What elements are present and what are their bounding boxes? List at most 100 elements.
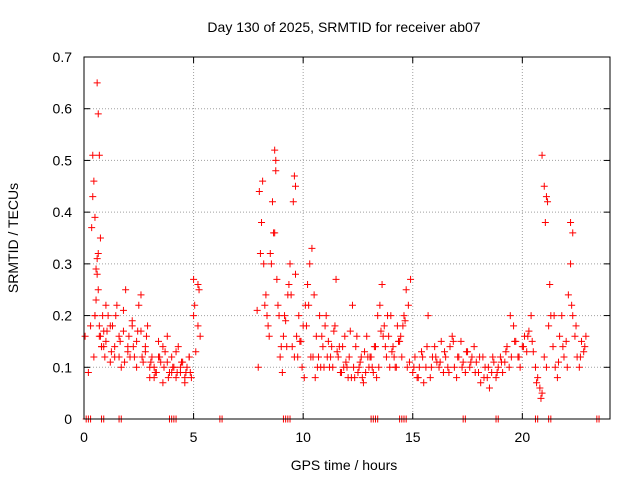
data-point [320, 363, 328, 371]
data-point [122, 286, 130, 294]
data-point [471, 368, 479, 376]
data-point [168, 353, 176, 361]
data-point [492, 374, 500, 382]
data-point [498, 358, 506, 366]
data-point [409, 368, 417, 376]
data-point [305, 301, 313, 309]
data-point [392, 363, 400, 371]
data-point [370, 343, 378, 351]
data-point [258, 218, 266, 226]
data-point [310, 291, 318, 299]
data-point [291, 182, 299, 190]
data-point [453, 374, 461, 382]
y-axis-label: SRMTID / TECUs [5, 183, 21, 293]
data-point [352, 343, 360, 351]
data-point [88, 224, 96, 232]
data-point [536, 384, 544, 392]
data-point [144, 322, 152, 330]
x-tick-label: 15 [405, 429, 421, 445]
data-point [389, 343, 397, 351]
data-point [254, 363, 262, 371]
data-point [306, 260, 314, 268]
data-point [346, 327, 354, 335]
data-point [449, 337, 457, 345]
data-point [134, 327, 142, 335]
data-point [281, 312, 289, 320]
chart-title: Day 130 of 2025, SRMTID for receiver ab0… [207, 19, 480, 35]
data-point [316, 312, 324, 320]
data-point [111, 343, 119, 351]
data-point [379, 332, 387, 340]
data-point [502, 348, 510, 356]
data-point [159, 379, 167, 387]
data-point [172, 348, 180, 356]
data-point [191, 301, 199, 309]
data-point [563, 363, 571, 371]
data-point [378, 281, 386, 289]
data-point [93, 270, 101, 278]
data-point [128, 322, 136, 330]
data-point [255, 187, 263, 195]
data-point [276, 353, 284, 361]
data-point [95, 151, 103, 159]
data-point [516, 363, 524, 371]
data-point [146, 363, 154, 371]
data-point [194, 281, 202, 289]
data-point [388, 348, 396, 356]
data-point [519, 343, 527, 351]
data-point [424, 312, 432, 320]
data-point [356, 358, 364, 366]
data-point [527, 312, 535, 320]
y-tick-label: 0.2 [53, 308, 73, 324]
data-point [174, 343, 182, 351]
data-point [381, 343, 389, 351]
data-point [546, 281, 554, 289]
data-point [155, 337, 163, 345]
data-point [264, 322, 272, 330]
data-point [139, 358, 147, 366]
data-point [427, 363, 435, 371]
data-point [542, 363, 550, 371]
data-point [368, 363, 376, 371]
data-point [569, 312, 577, 320]
data-point [125, 332, 133, 340]
data-point [418, 348, 426, 356]
axis-tick-labels: 0 0.1 0.2 0.3 0.4 0.5 0.6 0.7 0 5 10 15 20 [53, 49, 531, 445]
data-point [151, 368, 159, 376]
data-point [507, 353, 515, 361]
data-point [89, 151, 97, 159]
data-point [190, 275, 198, 283]
data-point [437, 337, 445, 345]
data-point [529, 348, 537, 356]
data-point [523, 348, 531, 356]
data-point [169, 363, 177, 371]
data-point [407, 275, 415, 283]
data-point [540, 182, 548, 190]
data-point [161, 348, 169, 356]
data-point [330, 327, 338, 335]
data-point [92, 265, 100, 273]
data-point [302, 322, 310, 330]
data-point [308, 244, 316, 252]
data-point [342, 358, 350, 366]
data-point [173, 368, 181, 376]
data-point [457, 337, 465, 345]
data-point [544, 198, 552, 206]
data-point [537, 394, 545, 402]
data-point [176, 363, 184, 371]
data-point [569, 229, 577, 237]
data-point [477, 379, 485, 387]
data-point [327, 353, 335, 361]
y-tick-label: 0.5 [53, 152, 73, 168]
data-point [309, 353, 317, 361]
data-point [268, 198, 276, 206]
data-point [358, 374, 366, 382]
data-point [313, 363, 321, 371]
data-point [274, 301, 282, 309]
x-tick-label: 10 [295, 429, 311, 445]
data-point [380, 322, 388, 330]
data-point [377, 327, 385, 335]
data-point [489, 353, 497, 361]
data-point [533, 379, 541, 387]
data-point [141, 348, 149, 356]
